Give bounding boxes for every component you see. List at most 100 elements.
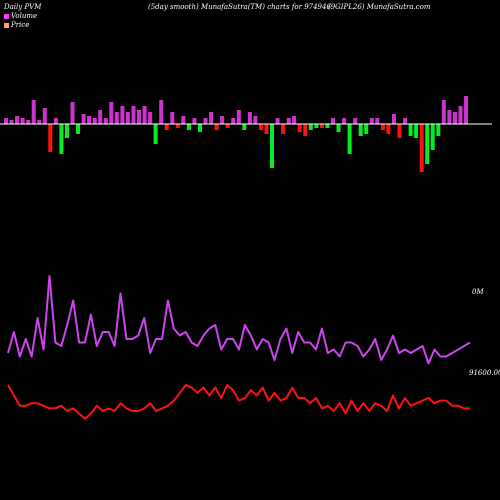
volume-bar <box>81 114 86 124</box>
volume-bar <box>275 118 280 124</box>
volume-bar <box>53 118 58 124</box>
volume-bar <box>181 116 186 124</box>
volume-bar <box>353 118 358 124</box>
volume-bar <box>264 124 269 134</box>
volume-bar <box>198 124 202 132</box>
volume-bar <box>242 124 247 130</box>
volume-bar <box>203 118 208 124</box>
volume-bar <box>98 110 103 124</box>
volume-bar <box>358 124 363 136</box>
volume-bar <box>325 124 330 128</box>
volume-bar <box>186 124 191 130</box>
chart-header-center: (5day smooth) MunafaSutra(TM) charts for… <box>148 3 331 11</box>
volume-bar <box>447 110 452 124</box>
lines-group <box>7 275 471 420</box>
legend-price-swatch <box>4 22 9 28</box>
volume-bar <box>414 124 419 138</box>
volume-axis-label: 0M <box>472 288 484 296</box>
legend-price-label: Price <box>11 21 30 29</box>
volume-bar <box>4 118 8 124</box>
legend-price: Price <box>4 21 29 29</box>
volume-bar <box>247 112 252 124</box>
volume-bar <box>120 106 125 124</box>
volume-bar <box>314 124 319 128</box>
volume-bar <box>236 110 241 124</box>
volume-bar <box>137 110 141 124</box>
volume-bar <box>331 118 335 124</box>
volume-bars-group <box>4 96 468 172</box>
chart-header-right: (9GIPL26) MunafaSutra.com <box>328 3 431 11</box>
volume-bar <box>319 124 324 128</box>
volume-bar <box>225 124 230 128</box>
volume-bar <box>231 118 236 124</box>
volume-bar <box>220 116 225 124</box>
volume-bar <box>70 102 75 124</box>
volume-bar <box>452 112 457 124</box>
volume-bar <box>109 102 114 124</box>
price-axis-label: 91600.00 <box>469 369 500 377</box>
volume-bar <box>15 116 20 124</box>
volume-bar <box>76 124 80 134</box>
volume-bar <box>392 114 396 124</box>
volume-bar <box>297 124 302 132</box>
volume-bar <box>425 124 430 164</box>
volume-bar <box>403 118 407 124</box>
volume-bar <box>458 106 463 124</box>
volume-bar <box>336 124 341 132</box>
volume-bar <box>347 124 352 154</box>
volume-bar <box>397 124 402 138</box>
volume-bar <box>430 124 435 150</box>
volume-bar <box>59 124 64 154</box>
volume-bar <box>303 124 308 136</box>
volume-bar <box>209 112 214 124</box>
volume-bar <box>131 106 136 124</box>
volume-bar <box>142 106 147 124</box>
volume-bar <box>464 96 468 124</box>
volume-bar <box>436 124 441 136</box>
volume-bar <box>380 124 385 130</box>
volume-bar <box>408 124 413 136</box>
volume-bar <box>37 120 42 124</box>
volume-bar <box>170 112 175 124</box>
volume-bar <box>9 120 14 124</box>
volume-line <box>7 275 471 365</box>
legend-volume-swatch <box>4 13 9 19</box>
volume-bar <box>20 118 25 124</box>
volume-bar <box>114 112 119 124</box>
volume-bar <box>164 124 169 130</box>
volume-bar <box>48 124 53 152</box>
volume-bar <box>92 118 97 124</box>
volume-bar <box>26 120 31 124</box>
volume-bar <box>87 116 92 124</box>
volume-bar <box>441 100 446 124</box>
volume-bar <box>31 100 36 124</box>
chart-header-left: Daily PVM <box>4 3 42 11</box>
volume-bar <box>364 124 369 134</box>
legend-volume-label: Volume <box>11 12 38 20</box>
volume-bar <box>308 124 313 130</box>
volume-bar <box>258 124 263 130</box>
volume-bar <box>419 124 424 172</box>
volume-bar <box>270 124 274 168</box>
legend-volume: Volume <box>4 12 37 20</box>
volume-bar <box>292 116 297 124</box>
volume-bar <box>286 118 291 124</box>
volume-bar <box>159 100 164 124</box>
volume-bar <box>369 118 374 124</box>
volume-bar <box>386 124 391 134</box>
volume-bar <box>153 124 158 144</box>
volume-bar <box>103 118 108 124</box>
price-line <box>7 384 470 420</box>
volume-bar <box>42 108 47 124</box>
volume-bar <box>214 124 219 130</box>
volume-bar <box>65 124 69 138</box>
volume-bar <box>175 124 180 128</box>
volume-bar <box>192 118 197 124</box>
volume-bar <box>148 112 153 124</box>
volume-bar <box>375 118 380 124</box>
volume-bar <box>342 118 347 124</box>
volume-bar <box>125 112 130 124</box>
volume-bar <box>281 124 286 134</box>
